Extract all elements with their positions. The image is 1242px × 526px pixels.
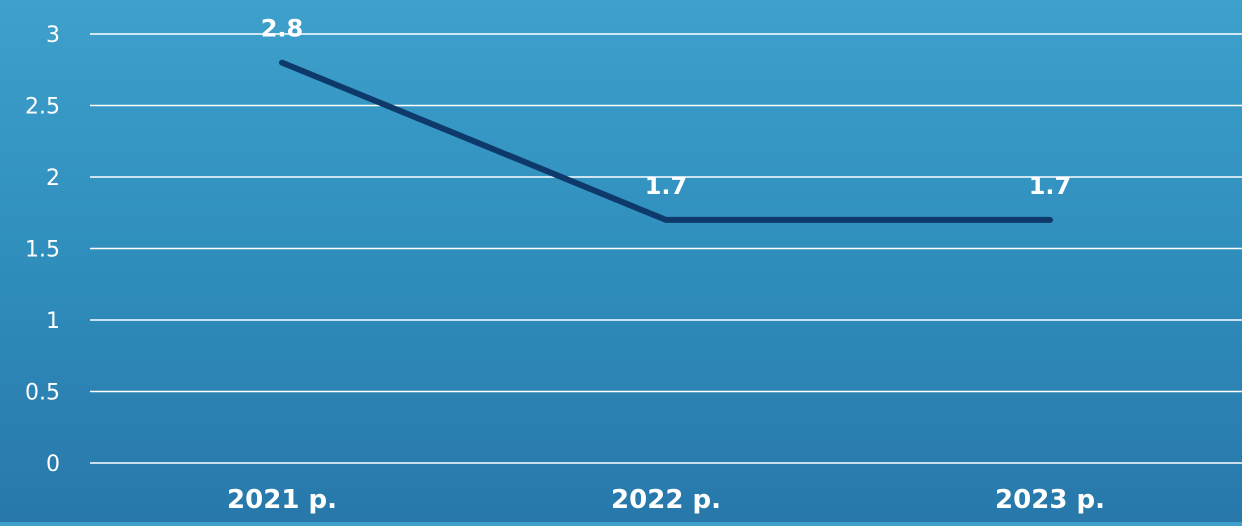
y-tick-label: 1 (46, 309, 60, 334)
y-tick-label: 3 (46, 23, 60, 48)
x-category-label: 2022 р. (611, 485, 721, 515)
data-label: 1.7 (1029, 172, 1072, 200)
y-tick-label: 0.5 (25, 381, 60, 406)
y-tick-label: 1.5 (25, 238, 60, 263)
y-tick-label: 2 (46, 166, 60, 191)
x-category-label: 2023 р. (995, 485, 1105, 515)
x-category-label: 2021 р. (227, 485, 337, 515)
x-axis-categories: 2021 р. 2022 р. 2023 р. (227, 485, 1105, 515)
data-labels: 2.8 1.7 1.7 (261, 15, 1072, 200)
gridlines (90, 34, 1242, 463)
data-label: 1.7 (645, 172, 688, 200)
y-tick-label: 2.5 (25, 95, 60, 120)
y-tick-label: 0 (46, 452, 60, 477)
y-axis-ticks: 0 0.5 1 1.5 2 2.5 3 (25, 23, 60, 477)
data-label: 2.8 (261, 15, 304, 43)
